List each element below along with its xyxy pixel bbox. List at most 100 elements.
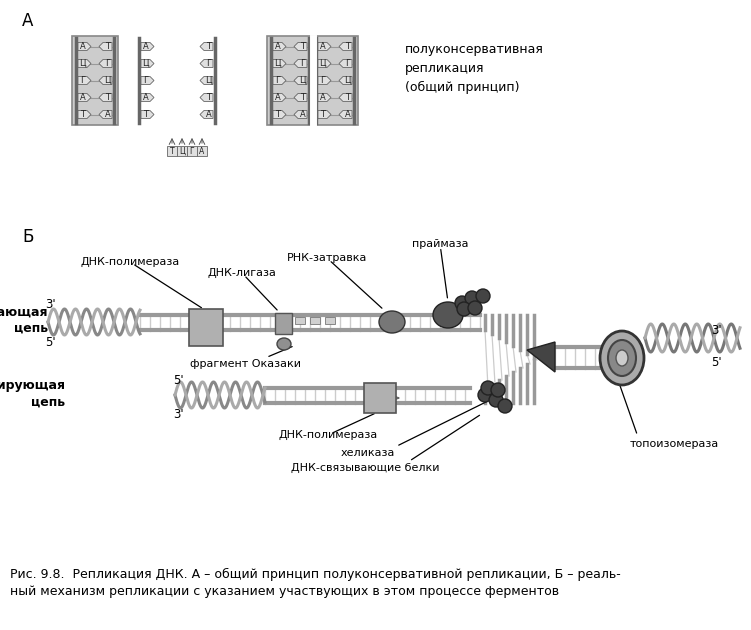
Text: ДНК-полимераза: ДНК-полимераза [279,430,378,440]
Circle shape [478,388,492,402]
Text: Г: Г [275,76,280,85]
Ellipse shape [433,302,463,328]
Text: полуконсервативная
репликация
(общий принцип): полуконсервативная репликация (общий при… [405,43,544,94]
Text: отстающая
цепь: отстающая цепь [0,306,48,335]
Circle shape [476,289,490,303]
Text: Т: Т [206,93,211,102]
Text: Ц: Ц [344,76,351,85]
Text: Т: Т [345,42,350,51]
Text: 3': 3' [173,408,183,420]
FancyBboxPatch shape [295,317,305,324]
Circle shape [468,301,482,315]
Text: Г: Г [320,76,325,85]
Polygon shape [200,93,213,101]
Text: А: А [22,12,33,30]
FancyBboxPatch shape [267,36,313,125]
Text: Рис. 9.8.  Репликация ДНК. А – общий принцип полуконсервативной репликации, Б – : Рис. 9.8. Репликация ДНК. А – общий прин… [10,568,621,580]
Text: А: А [275,93,280,102]
Polygon shape [318,110,331,118]
Text: А: А [345,110,351,119]
Text: Ц: Ц [299,76,306,85]
Text: Т: Т [143,110,148,119]
FancyBboxPatch shape [310,317,320,324]
Circle shape [457,302,471,316]
Polygon shape [273,59,286,67]
Text: 5': 5' [45,336,56,348]
FancyBboxPatch shape [364,383,396,413]
Text: ДНК-полимераза: ДНК-полимераза [80,257,179,267]
Polygon shape [78,110,91,118]
Circle shape [489,393,503,407]
Polygon shape [78,76,91,84]
Text: А: А [206,110,211,119]
Ellipse shape [277,338,291,350]
Text: Т: Т [300,42,305,51]
Ellipse shape [608,340,636,376]
Ellipse shape [600,331,644,385]
Text: Г: Г [80,76,85,85]
Polygon shape [99,110,112,118]
Polygon shape [273,110,286,118]
Polygon shape [141,76,154,84]
Text: Г: Г [143,76,148,85]
Text: Т: Т [320,110,325,119]
Polygon shape [527,342,555,372]
Polygon shape [294,110,307,118]
Text: Ц: Ц [274,59,281,68]
FancyBboxPatch shape [167,146,177,156]
Polygon shape [318,93,331,101]
Text: ный механизм репликации с указанием участвующих в этом процессе ферментов: ный механизм репликации с указанием учас… [10,585,559,598]
Text: праймаза: праймаза [412,239,469,249]
Polygon shape [141,93,154,101]
Polygon shape [294,42,307,50]
Polygon shape [273,42,286,50]
Polygon shape [141,110,154,118]
Text: хеликаза: хеликаза [341,448,395,458]
Circle shape [481,381,495,395]
FancyBboxPatch shape [189,309,223,346]
Polygon shape [294,93,307,101]
Polygon shape [78,59,91,67]
Polygon shape [273,93,286,101]
Text: Т: Т [300,93,305,102]
Text: лидирующая
цепь: лидирующая цепь [0,379,65,408]
Text: ДНК-связывающие белки: ДНК-связывающие белки [291,463,439,473]
Text: А: А [143,42,149,51]
FancyBboxPatch shape [177,146,187,156]
Polygon shape [318,42,331,50]
Polygon shape [99,59,112,67]
Ellipse shape [379,311,405,333]
Polygon shape [200,42,213,50]
Text: Ц: Ц [142,59,149,68]
Polygon shape [273,76,286,84]
Text: Б: Б [22,228,33,246]
Text: 5': 5' [173,374,183,386]
Text: Г: Г [300,59,305,68]
Polygon shape [294,76,307,84]
Text: РНК-затравка: РНК-затравка [287,253,367,263]
Text: Т: Т [105,93,110,102]
Text: Г: Г [190,147,195,156]
Text: А: А [104,110,110,119]
Ellipse shape [616,350,628,366]
Text: 5': 5' [710,355,721,369]
Polygon shape [200,59,213,67]
Text: А: А [300,110,306,119]
Circle shape [455,296,469,310]
Text: 3': 3' [710,323,721,336]
Text: А: А [275,42,280,51]
Text: А: А [199,147,204,156]
Text: Т: Т [206,42,211,51]
Text: ДНК-лигаза: ДНК-лигаза [207,268,276,278]
Polygon shape [200,110,213,118]
Text: Т: Т [275,110,280,119]
Text: Ц: Ц [205,76,212,85]
FancyBboxPatch shape [187,146,197,156]
Polygon shape [99,93,112,101]
Polygon shape [318,76,331,84]
Polygon shape [200,76,213,84]
Text: 3': 3' [45,297,56,311]
Text: А: А [143,93,149,102]
FancyBboxPatch shape [325,317,335,324]
Circle shape [465,291,479,305]
